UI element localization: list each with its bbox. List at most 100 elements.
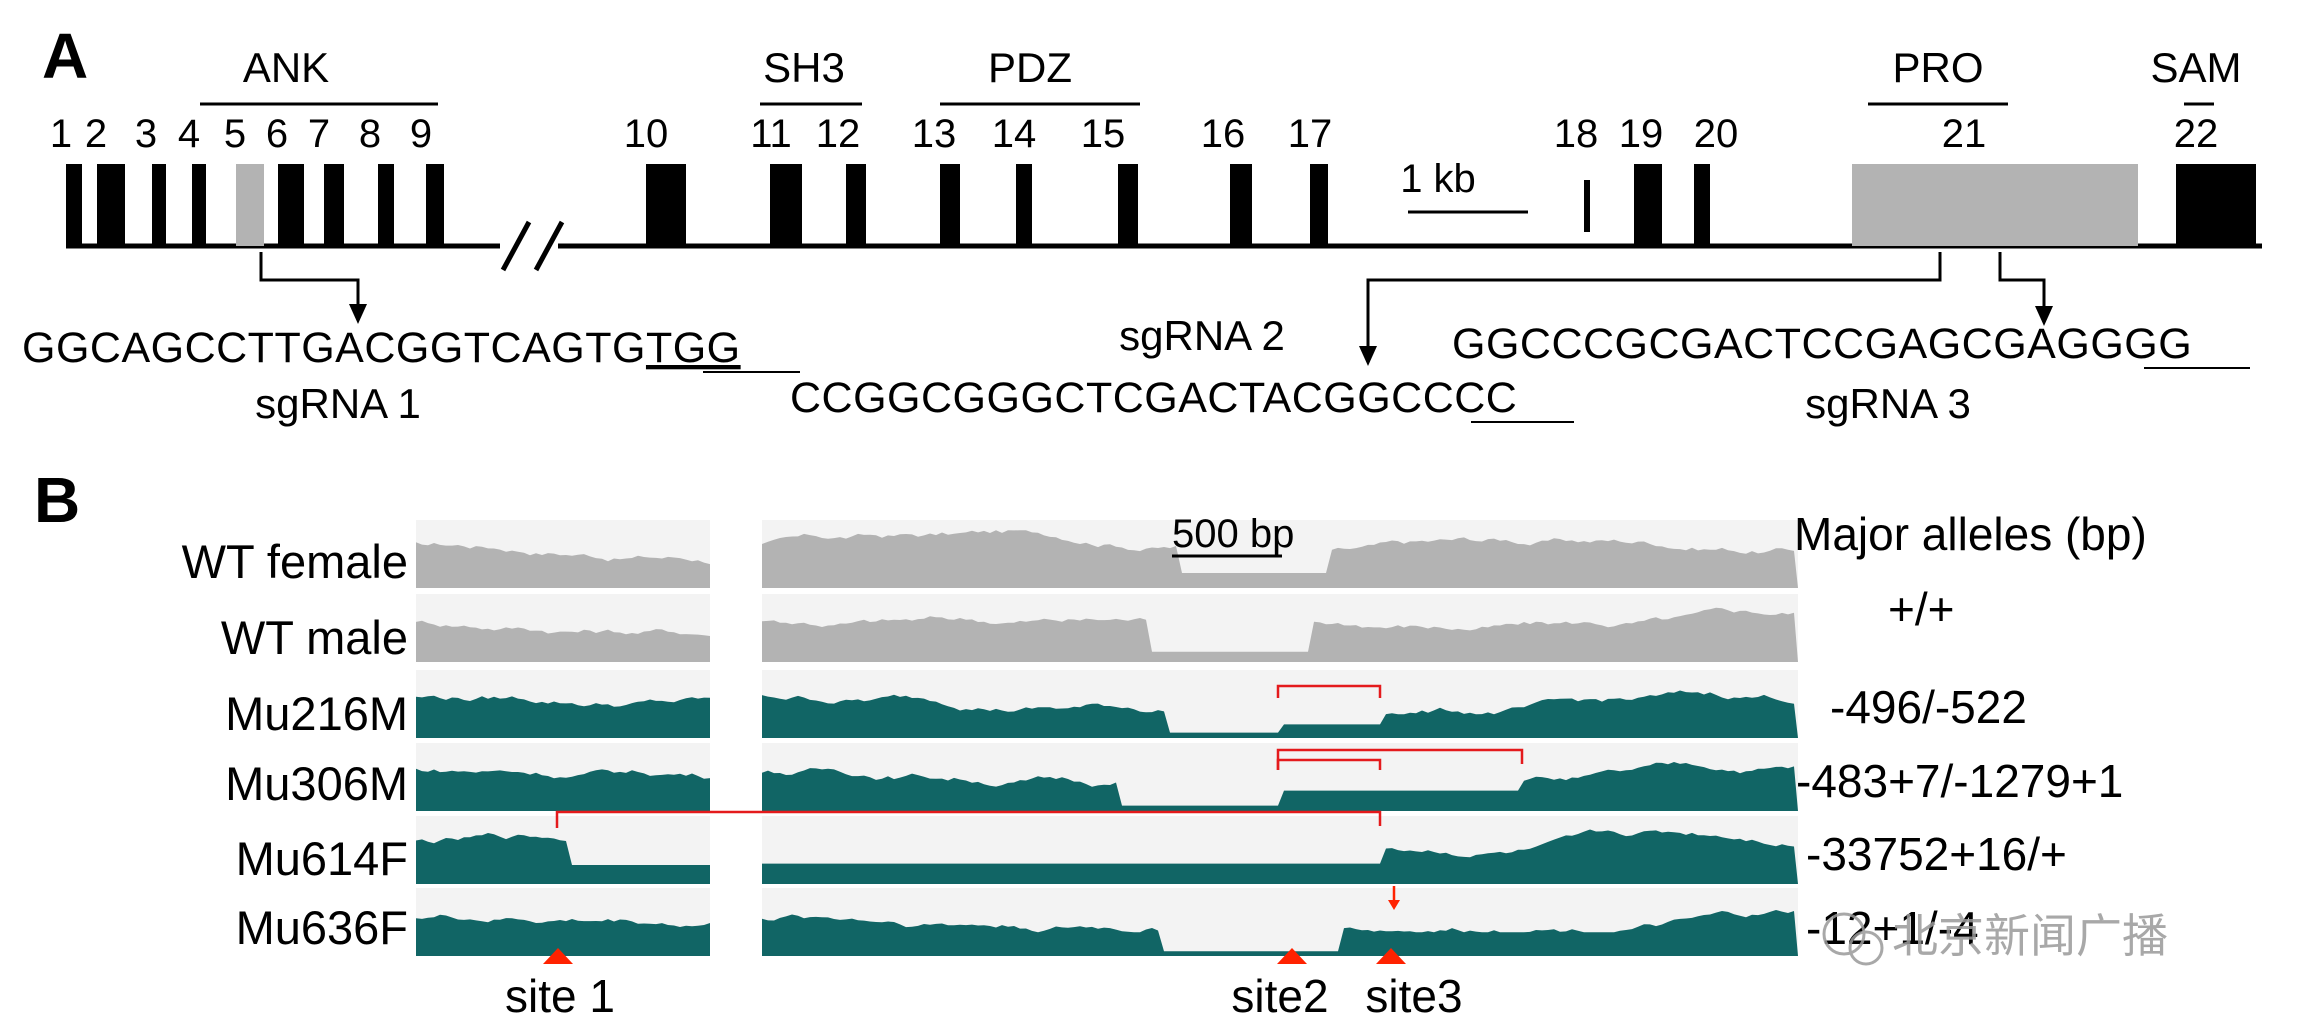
exon-number: 15 <box>1081 112 1126 156</box>
row-label: Mu306M <box>225 757 408 810</box>
panel-b-label: B <box>34 464 80 536</box>
site2-marker <box>1277 948 1307 964</box>
exon-number: 12 <box>816 112 861 156</box>
coverage-area <box>416 768 710 811</box>
coverage-area <box>762 690 1798 738</box>
exon-block <box>846 164 866 246</box>
allele-value: -33752+16/+ <box>1806 828 2067 880</box>
exon-block <box>1634 164 1662 246</box>
indel-marker <box>1388 886 1400 910</box>
scale-label-1kb: 1 kb <box>1400 157 1476 201</box>
exon-number: 10 <box>624 112 669 156</box>
domain-annotations: ANK SH3 PDZ PRO SAM <box>200 44 2242 106</box>
coverage-area <box>416 542 710 588</box>
axis-break-mark <box>500 220 532 272</box>
sgrna-arrowheads <box>349 304 2053 366</box>
allele-value: -483+7/-1279+1 <box>1796 755 2123 807</box>
exon-number: 13 <box>912 112 957 156</box>
coverage-area <box>762 910 1798 956</box>
coverage-area <box>416 833 710 884</box>
coverage-area <box>762 607 1798 662</box>
allele-value: -12+1/-4 <box>1806 902 1979 954</box>
domain-label-ank: ANK <box>243 44 329 91</box>
row-label: WT male <box>221 611 408 664</box>
row-labels: WT female WT male Mu216M Mu306M Mu614F M… <box>182 535 408 954</box>
track-gap <box>710 816 762 884</box>
exon-block-targeted <box>1852 164 2138 246</box>
sgrna2-seq-main: CCGGCGGGCTCGACTACGGC <box>790 374 1423 422</box>
coverage-area <box>762 530 1798 588</box>
deletion-bracket <box>1276 758 1382 770</box>
exon-block <box>278 164 304 246</box>
wechat-icon <box>1848 930 1884 966</box>
allele-value: +/+ <box>1888 583 1955 635</box>
exon-block <box>1584 180 1590 232</box>
exon-number: 19 <box>1619 112 1664 156</box>
exon-number: 11 <box>750 112 792 156</box>
coverage-area <box>762 762 1798 811</box>
exon-number: 18 <box>1554 112 1599 156</box>
exon-number: 22 <box>2174 112 2219 156</box>
exon-number: 17 <box>1288 112 1333 156</box>
exon-block <box>1016 164 1032 246</box>
site3-label: site3 <box>1365 970 1462 1022</box>
deletion-brackets <box>555 684 1524 828</box>
sgrna2-block: sgRNA 2 CCGGCGGGCTCGACTACGGCCCC <box>790 312 1574 423</box>
exon-number: 20 <box>1694 112 1739 156</box>
coverage-area <box>762 829 1798 884</box>
site1-label: site 1 <box>505 970 615 1022</box>
exon-block <box>97 164 125 246</box>
coverage-area <box>416 695 710 738</box>
sgrna2-arrowhead <box>1359 346 1377 366</box>
exon-numbers: 1 2 3 4 5 6 7 8 9 10 11 12 13 14 15 16 1… <box>50 112 2218 156</box>
exon-block <box>152 164 166 246</box>
exon-block <box>2176 164 2256 246</box>
domain-label-pdz: PDZ <box>988 44 1072 91</box>
gene-structure: 1 kb <box>66 157 2262 272</box>
exon-block <box>1694 164 1710 246</box>
site-markers <box>543 948 1406 964</box>
exon-number: 4 <box>178 112 200 156</box>
row-label: Mu614F <box>236 832 408 885</box>
coverage-tracks <box>416 520 1798 956</box>
exon-block <box>940 164 960 246</box>
track-gap <box>710 594 762 662</box>
exon-number: 5 <box>224 112 246 156</box>
sgrna1-seq-main: GGCAGCCTTGACGGTCAGTG <box>22 324 646 372</box>
exon-number: 7 <box>308 112 330 156</box>
track-gap <box>710 743 762 811</box>
scale-label-500bp: 500 bp <box>1172 512 1294 556</box>
wechat-icon <box>1822 912 1866 956</box>
panel-a-label: A <box>42 20 88 92</box>
axis-break-mark <box>533 220 565 272</box>
track-gap <box>710 520 762 588</box>
exon-block <box>770 164 802 246</box>
sgrna1-pointer <box>259 252 360 310</box>
deletion-bracket <box>1276 684 1382 698</box>
exon-block <box>192 164 206 246</box>
indel-marker-head <box>1388 900 1400 910</box>
sgrna-pointers <box>259 252 2046 352</box>
exon-block <box>1310 164 1328 246</box>
sgrna1-pam: TGG <box>646 324 741 372</box>
exon-number: 3 <box>135 112 157 156</box>
exon-number: 9 <box>410 112 432 156</box>
exon-number: 6 <box>266 112 288 156</box>
site1-marker <box>543 948 573 964</box>
sgrna1-block: GGCAGCCTTGACGGTCAGTGTGG sgRNA 1 <box>22 324 800 427</box>
sgrna2-pam: CCC <box>1423 374 1518 422</box>
exon-number: 2 <box>85 112 107 156</box>
exon-number: 1 <box>50 112 72 156</box>
sgrna1-sequence: GGCAGCCTTGACGGTCAGTGTGG <box>22 324 741 372</box>
watermark-text: 北京新闻广播 <box>1892 910 2168 962</box>
exon-block <box>378 164 394 246</box>
sgrna3-pam: GGG <box>2090 320 2192 368</box>
exon-number: 8 <box>359 112 381 156</box>
track-gap <box>710 888 762 956</box>
row-label: WT female <box>182 535 408 588</box>
sgrna2-sequence: CCGGCGGGCTCGACTACGGCCCC <box>790 374 1517 422</box>
sgrna3-sequence: GGCCCGCGACTCCGAGCGAGGGG <box>1452 320 2192 368</box>
row-label: Mu216M <box>225 687 408 740</box>
sgrna3-arrowhead <box>2035 306 2053 326</box>
